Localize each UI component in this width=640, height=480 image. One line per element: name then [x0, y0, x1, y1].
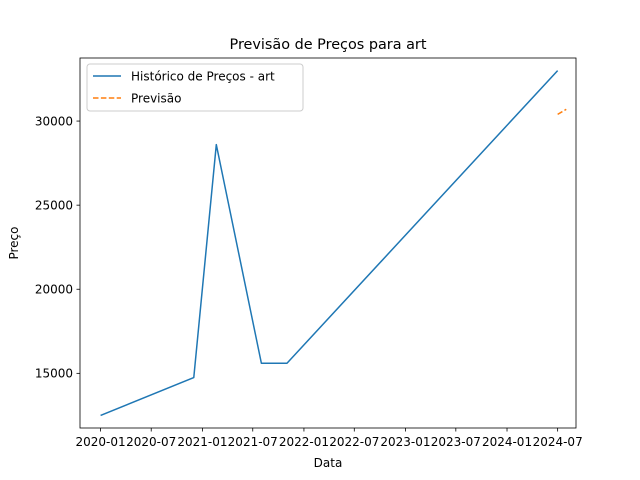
x-tick-label: 2022-01 — [279, 435, 329, 449]
y-tick-label: 15000 — [35, 367, 73, 381]
x-tick-label: 2022-07 — [329, 435, 379, 449]
x-axis: 2020-01 2020-07 2021-01 2021-07 2022-01 2022-… — [76, 428, 583, 449]
x-tick-label: 2024-07 — [533, 435, 583, 449]
legend: Histórico de Preços - art Previsão — [86, 63, 304, 112]
plot-frame — [79, 57, 577, 429]
x-axis-label: Data — [314, 456, 343, 470]
legend-label-1: Previsão — [131, 92, 181, 106]
y-tick-label: 30000 — [35, 114, 73, 128]
y-tick-label: 25000 — [35, 198, 73, 212]
x-tick-label: 2021-01 — [177, 435, 227, 449]
chart-title: Previsão de Preços para art — [230, 37, 427, 53]
x-tick-label: 2023-01 — [380, 435, 430, 449]
series-line-0 — [100, 70, 559, 417]
y-axis-label: Preço — [7, 226, 21, 259]
x-tick-label: 2023-07 — [431, 435, 481, 449]
x-tick-label: 2020-07 — [126, 435, 176, 449]
series-line-1 — [557, 108, 567, 115]
y-axis: 15000 20000 25000 30000 — [35, 114, 80, 381]
plot-lines — [100, 70, 567, 417]
legend-label-0: Histórico de Preços - art — [131, 70, 275, 84]
x-tick-label: 2021-07 — [228, 435, 278, 449]
x-tick-label: 2020-01 — [76, 435, 126, 449]
y-tick-label: 20000 — [35, 283, 73, 297]
x-tick-label: 2024-01 — [482, 435, 532, 449]
legend-box — [86, 63, 304, 112]
